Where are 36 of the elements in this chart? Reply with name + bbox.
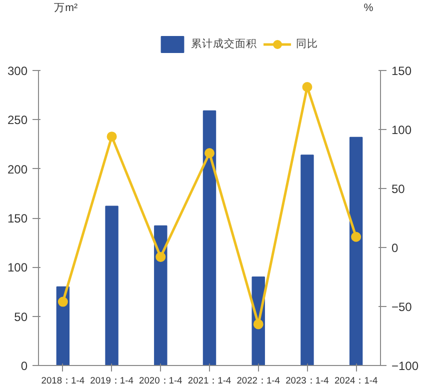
point [156, 252, 166, 262]
x-tick-label: 2021：1-4 [188, 376, 232, 386]
y2-tick-label: 100 [392, 123, 412, 137]
y2-axis-title: % [364, 2, 374, 14]
y-tick-label: 50 [14, 310, 28, 324]
y-tick-label: 200 [7, 162, 28, 176]
point [106, 132, 117, 142]
bar [300, 154, 314, 366]
y2-tick-label: 150 [392, 64, 412, 78]
point [204, 148, 214, 158]
y-tick-label: 250 [7, 113, 28, 128]
x-tick-label: 2022：1-4 [236, 376, 280, 386]
point [302, 82, 312, 92]
y2-tick-label: 50 [392, 182, 406, 196]
x-tick-label: 2023：1-4 [286, 376, 329, 386]
y-tick-label: 150 [7, 212, 28, 226]
y2-tick-label: 0 [392, 241, 398, 255]
x-tick-label: 2019：1-4 [90, 376, 134, 386]
y2-tick-label: −50 [392, 300, 412, 314]
y-tick-label: 100 [7, 260, 28, 275]
y-tick-label: 300 [7, 64, 28, 78]
y-tick-label: 0 [20, 359, 28, 373]
legend-label: 同比 [296, 37, 318, 51]
point [351, 232, 362, 242]
x-tick-label: 2018：1-4 [41, 376, 85, 386]
point [58, 296, 68, 307]
x-tick-label: 2020：1-4 [139, 376, 182, 386]
bar [349, 136, 363, 366]
legend-label: 累计成交面积 [191, 37, 257, 51]
y2-tick-label: −100 [392, 359, 419, 373]
bar [202, 110, 216, 366]
y-axis-title: 万m² [54, 2, 78, 14]
bar [105, 206, 118, 366]
point [253, 319, 264, 330]
bar [154, 225, 168, 366]
x-tick-label: 2024：1-4 [334, 376, 378, 386]
